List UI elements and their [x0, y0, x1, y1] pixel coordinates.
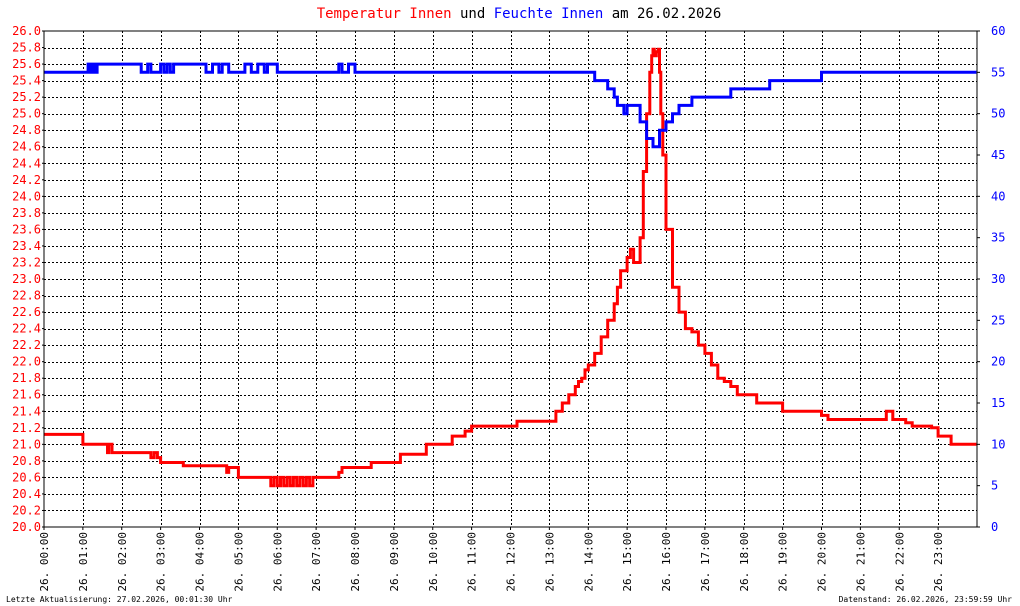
y-right-tick-label: 25 — [991, 313, 1005, 327]
temperature-series-line — [44, 47, 977, 488]
x-tick-label: 26. 07:00 — [310, 532, 323, 592]
y-left-tick-label: 21.6 — [12, 388, 41, 402]
x-tick-label: 26. 22:00 — [893, 532, 906, 592]
y-left-tick-label: 24.2 — [12, 173, 41, 187]
y-left-tick-label: 25.0 — [12, 107, 41, 121]
y-right-tick-label: 60 — [991, 24, 1005, 38]
title-und: und — [452, 6, 494, 22]
y-right-tick-label: 55 — [991, 65, 1005, 79]
y-left-tick-label: 25.2 — [12, 90, 41, 104]
y-left-tick-label: 20.6 — [12, 470, 41, 484]
title-temperature: Temperatur Innen — [317, 6, 452, 22]
x-tick-label: 26. 23:00 — [932, 532, 945, 592]
y-left-tick-label: 23.2 — [12, 255, 41, 269]
title-humidity: Feuchte Innen — [494, 6, 604, 22]
x-tick-label: 26. 01:00 — [77, 532, 90, 592]
x-tick-label: 26. 18:00 — [738, 532, 751, 592]
x-tick-label: 26. 02:00 — [116, 532, 129, 592]
footer-last-update: Letzte Aktualisierung: 27.02.2026, 00:01… — [6, 595, 233, 604]
y-right-tick-label: 20 — [991, 355, 1005, 369]
title-date: am 26.02.2026 — [603, 6, 721, 22]
y-right-tick-label: 15 — [991, 396, 1005, 410]
x-tick-label: 26. 12:00 — [505, 532, 518, 592]
y-right-tick-label: 30 — [991, 272, 1005, 286]
x-tick-label: 26. 19:00 — [777, 532, 790, 592]
y-left-tick-label: 20.8 — [12, 454, 41, 468]
y-left-tick-label: 24.8 — [12, 123, 41, 137]
plot-frame — [43, 30, 978, 528]
y-left-tick-label: 23.8 — [12, 206, 41, 220]
y-left-tick-label: 25.4 — [12, 74, 41, 88]
x-tick-label: 26. 00:00 — [38, 532, 51, 592]
y-right-tick-label: 5 — [991, 479, 998, 493]
y-left-tick-label: 24.4 — [12, 156, 41, 170]
y-left-tick-label: 25.6 — [12, 57, 41, 71]
y-left-tick-label: 26.0 — [12, 24, 41, 38]
y-right-tick-label: 10 — [991, 437, 1005, 451]
y-left-tick-label: 23.4 — [12, 239, 41, 253]
x-tick-label: 26. 16:00 — [660, 532, 673, 592]
y-left-tick-label: 24.0 — [12, 189, 41, 203]
y-right-tick-label: 0 — [991, 520, 998, 534]
y-left-tick-label: 25.8 — [12, 41, 41, 55]
x-tick-label: 26. 06:00 — [271, 532, 284, 592]
x-tick-label: 26. 13:00 — [543, 532, 556, 592]
footer-data-status: Datenstand: 26.02.2026, 23:59:59 Uhr — [839, 595, 1013, 604]
x-tick-label: 26. 14:00 — [582, 532, 595, 592]
y-left-tick-label: 21.8 — [12, 371, 41, 385]
x-tick-label: 26. 03:00 — [155, 532, 168, 592]
x-tick-label: 26. 21:00 — [854, 532, 867, 592]
x-tick-label: 26. 15:00 — [621, 532, 634, 592]
grid — [44, 31, 977, 527]
y-right-tick-label: 50 — [991, 107, 1005, 121]
y-right-tick-label: 35 — [991, 231, 1005, 245]
x-tick-label: 26. 08:00 — [349, 532, 362, 592]
x-tick-label: 26. 05:00 — [232, 532, 245, 592]
y-left-tick-label: 23.6 — [12, 222, 41, 236]
y-left-tick-label: 21.0 — [12, 437, 41, 451]
x-tick-label: 26. 17:00 — [699, 532, 712, 592]
chart-title: Temperatur Innen und Feuchte Innen am 26… — [317, 6, 722, 22]
y-left-tick-label: 20.2 — [12, 503, 41, 517]
right-axis: 0 5 10 15 20 25 30 35 40 45 50 55 60 — [977, 24, 1005, 534]
y-left-tick-label: 20.4 — [12, 487, 41, 501]
y-left-tick-label: 21.2 — [12, 421, 41, 435]
y-left-tick-label: 21.4 — [12, 404, 41, 418]
left-axis: 20.0 20.2 20.4 20.6 20.8 21.0 21.2 21.4 21.6 21.8… — [12, 24, 44, 534]
y-right-tick-label: 40 — [991, 189, 1005, 203]
x-axis: 26. 00:00 26. 01:00 26. 02:00 26. 03:00 26. … — [38, 527, 945, 592]
x-tick-label: 26. 09:00 — [388, 532, 401, 592]
series — [44, 47, 977, 488]
x-tick-label: 26. 04:00 — [194, 532, 207, 592]
y-left-tick-label: 22.4 — [12, 322, 41, 336]
y-left-tick-label: 22.2 — [12, 338, 41, 352]
y-right-tick-label: 45 — [991, 148, 1005, 162]
y-left-tick-label: 22.8 — [12, 289, 41, 303]
y-left-tick-label: 20.0 — [12, 520, 41, 534]
humidity-series-line — [44, 62, 977, 149]
y-left-tick-label: 22.6 — [12, 305, 41, 319]
x-tick-label: 26. 11:00 — [466, 532, 479, 592]
x-tick-label: 26. 10:00 — [427, 532, 440, 592]
y-left-tick-label: 24.6 — [12, 140, 41, 154]
y-left-tick-label: 22.0 — [12, 355, 41, 369]
y-left-tick-label: 23.0 — [12, 272, 41, 286]
x-tick-label: 26. 20:00 — [816, 532, 829, 592]
